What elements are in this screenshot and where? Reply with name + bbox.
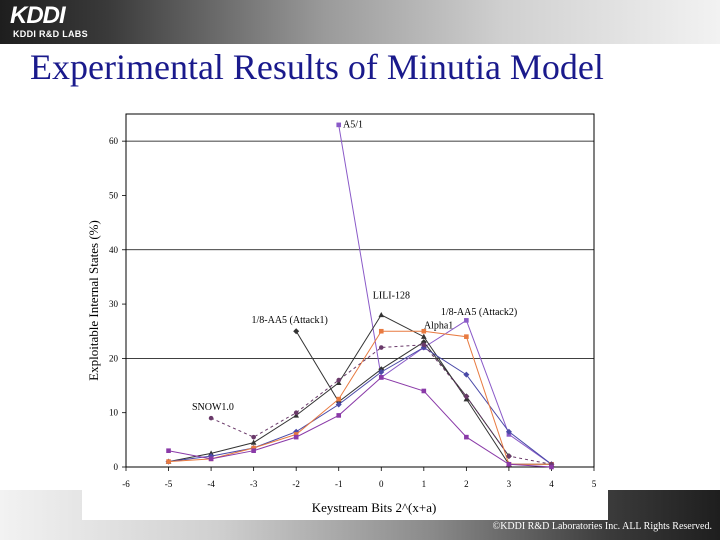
data-point bbox=[208, 415, 214, 421]
data-point bbox=[421, 328, 427, 334]
slide-title: Experimental Results of Minutia Model bbox=[30, 47, 604, 87]
series-line bbox=[168, 314, 552, 465]
x-tick-label: -1 bbox=[335, 479, 343, 489]
data-point bbox=[421, 388, 427, 394]
data-point bbox=[208, 450, 214, 456]
y-tick-label: 60 bbox=[109, 136, 119, 146]
y-tick-label: 30 bbox=[109, 299, 119, 309]
data-point bbox=[251, 434, 256, 440]
data-point bbox=[464, 434, 469, 440]
series-line bbox=[168, 376, 552, 468]
data-point bbox=[549, 464, 554, 470]
data-point bbox=[378, 328, 384, 334]
data-point bbox=[421, 342, 427, 348]
plot-frame bbox=[125, 113, 595, 468]
x-tick-label: -6 bbox=[122, 479, 130, 489]
y-tick-label: 10 bbox=[109, 408, 119, 418]
data-point bbox=[293, 410, 299, 415]
y-tick-label: 0 bbox=[114, 462, 119, 472]
data-point bbox=[336, 413, 342, 418]
logo-text: KDDI bbox=[10, 2, 66, 29]
data-point bbox=[293, 328, 300, 335]
data-point bbox=[251, 445, 256, 451]
data-point bbox=[464, 394, 469, 399]
data-point bbox=[166, 459, 171, 464]
y-tick-label: 50 bbox=[109, 190, 119, 200]
data-point bbox=[506, 461, 512, 467]
data-point bbox=[463, 371, 470, 378]
series-line bbox=[210, 344, 552, 465]
data-point bbox=[251, 448, 256, 454]
data-point bbox=[335, 401, 342, 408]
series-annotation: 1/8-AA5 (Attack1) bbox=[252, 315, 328, 326]
data-point bbox=[421, 333, 427, 339]
data-point bbox=[506, 453, 512, 459]
series-unlabeled-6 bbox=[166, 375, 554, 470]
data-point bbox=[336, 122, 342, 128]
x-axis-title: Keystream Bits 2^(x+a) bbox=[312, 500, 437, 515]
copyright-notice: ©KDDI R&D Laboratories Inc. ALL Rights R… bbox=[492, 521, 712, 532]
series-annotation: Alpha1 bbox=[424, 321, 453, 332]
data-point bbox=[336, 396, 342, 402]
data-point bbox=[250, 439, 257, 445]
x-tick-label: 2 bbox=[464, 479, 469, 489]
data-point bbox=[378, 345, 384, 350]
data-point bbox=[335, 379, 342, 386]
logo-subtitle: KDDI R&D LABS bbox=[13, 29, 88, 39]
series-snow1-0 bbox=[208, 342, 554, 467]
x-tick-label: -2 bbox=[292, 479, 300, 489]
line-chart: 0 10 20 30 40 50 60 -6 -5 -4 -3 -2 -1 0 1 2 3 4 5 Keystream… bbox=[86, 113, 597, 515]
x-tick-label: -3 bbox=[250, 479, 258, 489]
data-point bbox=[378, 311, 385, 318]
kddi-logo: KDDI KDDI R&D LABS bbox=[10, 2, 90, 42]
series-annotation: SNOW1.0 bbox=[192, 402, 234, 413]
x-tick-label: 1 bbox=[422, 479, 427, 489]
y-tick-label: 20 bbox=[109, 353, 119, 363]
data-point bbox=[293, 434, 299, 440]
data-point bbox=[464, 334, 469, 339]
data-point bbox=[378, 375, 384, 380]
data-point bbox=[464, 318, 469, 323]
x-tick-label: -4 bbox=[207, 479, 215, 489]
series-annotation: 1/8-AA5 (Attack2) bbox=[441, 307, 517, 318]
data-point bbox=[293, 412, 299, 418]
series-annotation: A5/1 bbox=[343, 120, 363, 131]
data-point bbox=[378, 368, 385, 375]
x-tick-label: 0 bbox=[379, 479, 384, 489]
data-point bbox=[166, 448, 171, 454]
x-tick-label: 3 bbox=[507, 479, 512, 489]
data-point bbox=[505, 428, 512, 435]
data-point bbox=[208, 456, 214, 462]
chart-panel: 0 10 20 30 40 50 60 -6 -5 -4 -3 -2 -1 0 1 2 3 4 5 Keystream… bbox=[82, 100, 608, 520]
x-tick-label: 4 bbox=[549, 479, 554, 489]
series-line bbox=[168, 330, 552, 465]
y-axis-title: Exploitable Internal States (%) bbox=[86, 220, 101, 381]
data-point bbox=[293, 432, 299, 437]
header-band bbox=[0, 0, 720, 44]
x-tick-label: -5 bbox=[165, 479, 173, 489]
series-annotation: LILI-128 bbox=[373, 291, 410, 302]
series-line bbox=[168, 346, 552, 465]
x-tick-label: 5 bbox=[592, 479, 597, 489]
y-tick-label: 40 bbox=[109, 245, 119, 255]
data-point bbox=[336, 377, 342, 383]
